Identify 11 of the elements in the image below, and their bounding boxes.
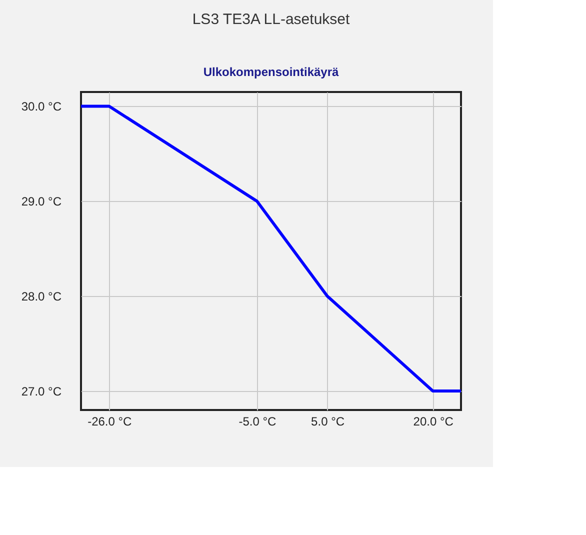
chart-title: LS3 TE3A LL-asetukset bbox=[192, 11, 350, 28]
y-tick-label: 29.0 °C bbox=[21, 194, 62, 209]
y-tick-label: 30.0 °C bbox=[21, 100, 62, 114]
chart-subtitle: Ulkokompensointikäyrä bbox=[203, 65, 340, 79]
line-series bbox=[80, 104, 462, 393]
x-tick-label: 5.0 °C bbox=[311, 414, 345, 428]
x-tick-label: -26.0 °C bbox=[88, 414, 132, 428]
x-tick-label: 20.0 °C bbox=[413, 414, 454, 428]
y-tick-label: 28.0 °C bbox=[21, 290, 62, 304]
x-tick-label: -5.0 °C bbox=[238, 414, 276, 428]
y-tick-label: 27.0 °C bbox=[21, 384, 62, 399]
